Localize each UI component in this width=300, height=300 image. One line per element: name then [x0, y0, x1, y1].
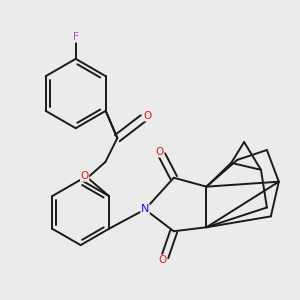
Text: N: N — [141, 204, 149, 214]
Text: F: F — [73, 32, 79, 42]
Text: O: O — [158, 255, 166, 265]
Text: O: O — [143, 111, 152, 121]
Text: O: O — [80, 171, 89, 181]
Text: O: O — [155, 147, 164, 157]
